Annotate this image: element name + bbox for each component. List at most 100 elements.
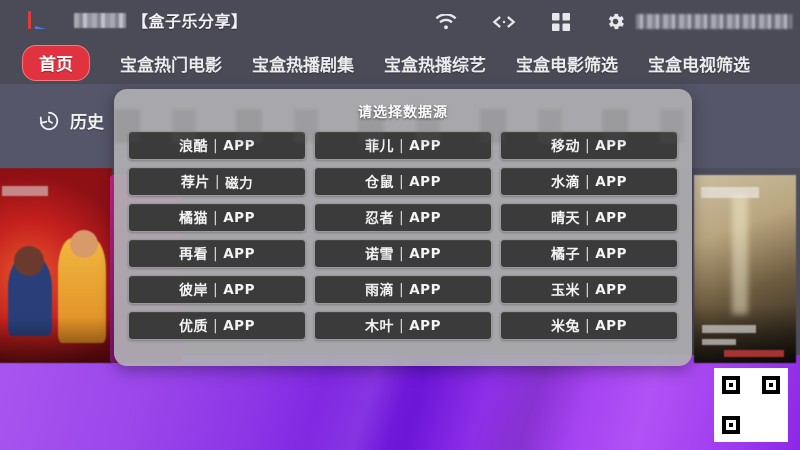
poster-thumbnail-left[interactable] <box>0 168 112 363</box>
source-button[interactable]: 晴天 | APP <box>500 203 678 232</box>
source-separator: | <box>213 245 219 262</box>
source-separator: | <box>213 281 219 298</box>
source-name: 菲儿 <box>365 138 395 155</box>
source-name: 忍者 <box>365 210 395 227</box>
nav-bar: 首页 宝盒热门电影 宝盒热播剧集 宝盒热播综艺 宝盒电影筛选 宝盒电视筛选 <box>0 42 800 84</box>
source-name: 彼岸 <box>179 282 209 299</box>
source-button[interactable]: 彼岸 | APP <box>128 275 306 304</box>
source-button[interactable]: 仓鼠 | APP <box>314 167 492 196</box>
source-kind: APP <box>595 209 627 226</box>
source-button[interactable]: 再看 | APP <box>128 239 306 268</box>
source-name: 浪酷 <box>179 138 209 155</box>
rainbow-logo-icon <box>28 9 68 31</box>
brand-blurred-text <box>74 12 126 28</box>
tab-home[interactable]: 首页 <box>22 45 90 81</box>
source-separator: | <box>399 317 405 334</box>
source-separator: | <box>213 137 219 154</box>
source-button[interactable]: 移动 | APP <box>500 131 678 160</box>
source-kind: APP <box>409 209 441 226</box>
tab-movie-filter[interactable]: 宝盒电影筛选 <box>516 55 618 76</box>
source-button[interactable]: 雨滴 | APP <box>314 275 492 304</box>
source-separator: | <box>214 173 221 190</box>
source-name: 晴天 <box>551 210 581 227</box>
tab-hot-variety[interactable]: 宝盒热播综艺 <box>384 55 486 76</box>
source-kind: APP <box>595 137 627 154</box>
source-button[interactable]: 优质 | APP <box>128 311 306 340</box>
source-kind: APP <box>409 245 441 262</box>
source-name: 橘子 <box>551 246 581 263</box>
background-purple-banner <box>0 355 800 450</box>
source-kind: 磁力 <box>225 175 254 192</box>
wifi-icon[interactable] <box>435 13 457 30</box>
source-kind: APP <box>223 137 255 154</box>
source-button[interactable]: 橘子 | APP <box>500 239 678 268</box>
source-kind: APP <box>223 245 255 262</box>
source-separator: | <box>399 281 405 298</box>
source-separator: | <box>399 137 405 154</box>
history-label: 历史 <box>70 113 104 133</box>
source-name: 雨滴 <box>365 282 395 299</box>
source-separator: | <box>213 209 219 226</box>
source-button[interactable]: 诺雪 | APP <box>314 239 492 268</box>
source-name: 仓鼠 <box>365 174 395 191</box>
history-button[interactable]: 历史 <box>38 108 104 133</box>
source-button[interactable]: 荐片 | 磁力 <box>128 167 306 196</box>
status-clock-text <box>636 14 792 29</box>
tab-hot-series[interactable]: 宝盒热播剧集 <box>252 55 354 76</box>
source-kind: APP <box>409 137 441 154</box>
code-brackets-icon[interactable] <box>491 14 517 30</box>
source-kind: APP <box>595 281 627 298</box>
dialog-title: 请选择数据源 <box>358 105 448 121</box>
source-name: 荐片 <box>180 174 210 191</box>
source-kind: APP <box>223 281 255 298</box>
source-name: 优质 <box>179 318 209 335</box>
source-name: 橘猫 <box>179 210 209 227</box>
source-kind: APP <box>223 317 255 334</box>
source-kind: APP <box>223 209 255 226</box>
source-separator: | <box>585 173 591 190</box>
top-bar: 【盒子乐分享】 <box>0 0 800 42</box>
source-name: 米兔 <box>551 318 581 335</box>
brand: 【盒子乐分享】 <box>28 8 248 32</box>
source-name: 再看 <box>179 246 209 263</box>
history-clock-icon <box>38 110 60 132</box>
source-button[interactable]: 米兔 | APP <box>500 311 678 340</box>
brand-title: 【盒子乐分享】 <box>132 12 248 31</box>
source-name: 水滴 <box>551 174 581 191</box>
data-source-dialog: 请选择数据源 浪酷 | APP 菲儿 | APP 移动 | APP 荐片 | 磁力 仓鼠 | APP 水滴 | A… <box>114 89 692 366</box>
source-name: 移动 <box>551 138 581 155</box>
source-button[interactable]: 水滴 | APP <box>500 167 678 196</box>
system-icons <box>435 11 626 32</box>
source-separator: | <box>585 137 591 154</box>
source-separator: | <box>213 317 219 334</box>
source-button[interactable]: 浪酷 | APP <box>128 131 306 160</box>
source-kind: APP <box>595 317 627 334</box>
source-separator: | <box>399 173 405 190</box>
source-button[interactable]: 菲儿 | APP <box>314 131 492 160</box>
source-button[interactable]: 橘猫 | APP <box>128 203 306 232</box>
tab-tv-filter[interactable]: 宝盒电视筛选 <box>648 55 750 76</box>
gear-settings-icon[interactable] <box>605 11 626 32</box>
source-name: 玉米 <box>551 282 581 299</box>
source-separator: | <box>585 209 591 226</box>
source-name: 木叶 <box>365 318 395 335</box>
source-separator: | <box>399 209 405 226</box>
source-separator: | <box>585 317 591 334</box>
source-kind: APP <box>595 245 627 262</box>
data-source-grid: 浪酷 | APP 菲儿 | APP 移动 | APP 荐片 | 磁力 仓鼠 | APP 水滴 | APP 橘猫 | AP… <box>128 131 678 340</box>
qr-code-icon <box>714 368 788 442</box>
source-button[interactable]: 玉米 | APP <box>500 275 678 304</box>
poster-thumbnail-right[interactable] <box>694 175 796 363</box>
source-name: 诺雪 <box>365 246 395 263</box>
source-button[interactable]: 木叶 | APP <box>314 311 492 340</box>
source-kind: APP <box>409 317 441 334</box>
source-kind: APP <box>409 281 441 298</box>
source-separator: | <box>585 281 591 298</box>
grid-apps-icon[interactable] <box>551 12 571 32</box>
source-separator: | <box>585 245 591 262</box>
source-button[interactable]: 忍者 | APP <box>314 203 492 232</box>
tab-hot-movies[interactable]: 宝盒热门电影 <box>120 55 222 76</box>
source-kind: APP <box>595 173 627 190</box>
source-separator: | <box>399 245 405 262</box>
